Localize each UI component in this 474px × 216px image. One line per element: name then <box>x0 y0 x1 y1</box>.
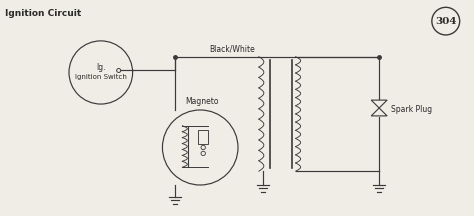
Text: Magneto: Magneto <box>185 97 219 106</box>
Text: Black/White: Black/White <box>209 45 255 54</box>
Text: Ignition Switch: Ignition Switch <box>75 74 127 80</box>
Text: Ig.: Ig. <box>96 63 106 72</box>
Text: Spark Plug: Spark Plug <box>391 105 432 114</box>
Text: Ignition Circuit: Ignition Circuit <box>5 9 82 18</box>
Text: 304: 304 <box>435 17 456 26</box>
